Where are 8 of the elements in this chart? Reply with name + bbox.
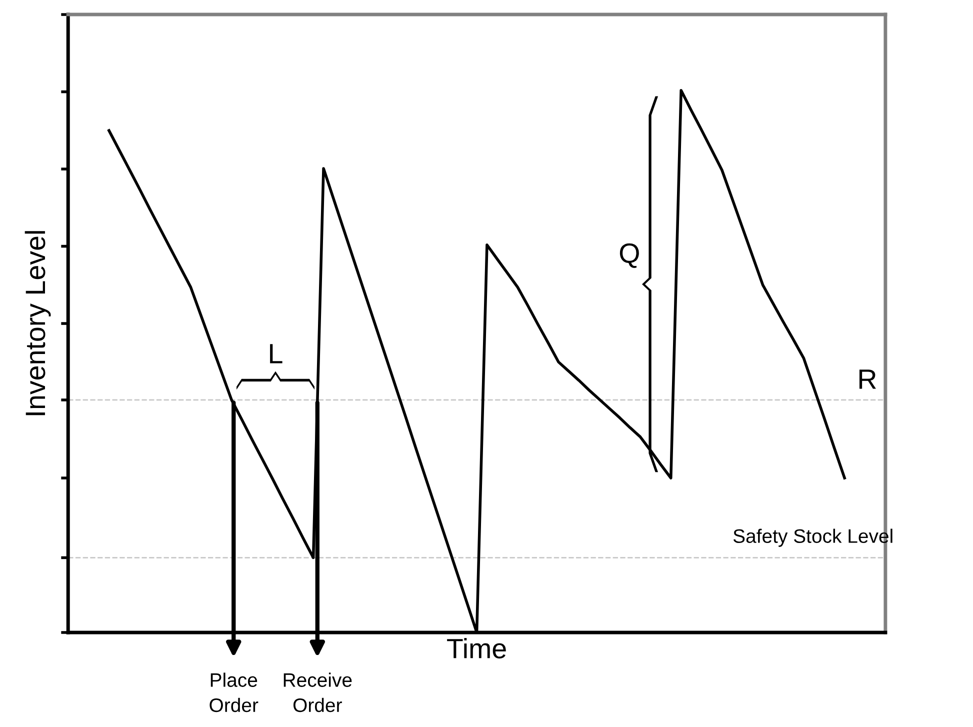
y-axis-title: Inventory Level [24, 231, 51, 416]
text: Place Order [210, 672, 258, 712]
x-axis-title: Time [447, 638, 506, 658]
text: Receive Order [284, 672, 352, 712]
annotation: Q [620, 243, 639, 268]
annotation: L [270, 344, 282, 364]
ref-line-label: R [859, 370, 876, 389]
ref-line-label: Safety Stock Level [733, 528, 892, 547]
